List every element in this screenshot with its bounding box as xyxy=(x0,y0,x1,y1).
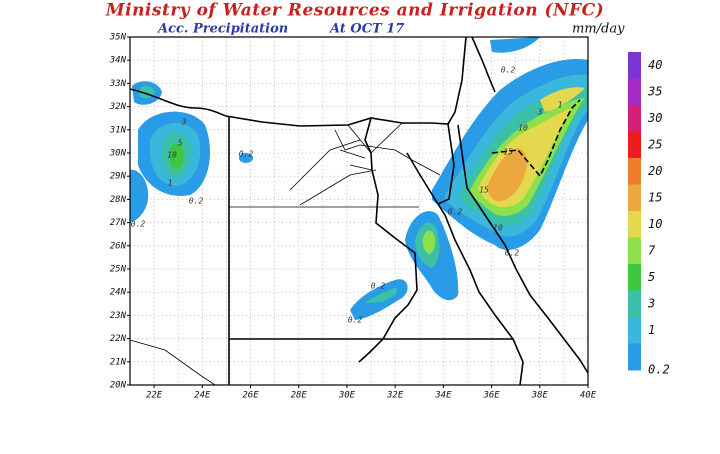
legend-swatch xyxy=(628,211,641,238)
legend-label: 7 xyxy=(648,243,656,257)
legend-swatch xyxy=(628,264,641,291)
legend-label: 3 xyxy=(647,296,655,310)
lon-label: 22E xyxy=(146,391,163,401)
lat-label: 30N xyxy=(109,149,127,159)
legend-label: 5 xyxy=(648,270,655,284)
legend-swatch xyxy=(628,237,641,265)
contour-label: 1 xyxy=(168,179,173,188)
contour-label: 0.2 xyxy=(505,249,520,258)
unit: mm/day xyxy=(572,22,625,37)
lon-label: 24E xyxy=(194,391,211,401)
lon-label: 40E xyxy=(580,391,597,401)
lat-label: 35N xyxy=(109,33,127,43)
contour-label: 0.2 xyxy=(189,197,204,206)
title: Ministry of Water Resources and Irrigati… xyxy=(105,1,604,21)
legend-label: 40 xyxy=(648,58,662,72)
map-frame xyxy=(129,36,589,386)
legend-swatch xyxy=(628,105,641,132)
date: At OCT 17 xyxy=(328,22,404,37)
legend-label: 10 xyxy=(648,217,662,231)
legend-label: 1 xyxy=(648,323,655,337)
lon-label: 32E xyxy=(386,391,404,401)
legend: 40 35 30 25 20 15 10 7 5 3 1 0.2 xyxy=(628,52,670,377)
lat-label: 24N xyxy=(110,288,127,298)
contour-label: 0.2 xyxy=(239,150,254,159)
contour-label: 10 xyxy=(493,224,503,233)
contour-label: 5 xyxy=(178,139,183,148)
legend-swatch xyxy=(628,52,641,79)
legend-label: 20 xyxy=(648,164,662,178)
lat-label: 32N xyxy=(109,102,127,112)
lon-label: 26E xyxy=(242,391,259,401)
contour-label: 0.2 xyxy=(348,316,363,325)
legend-label: 0.2 xyxy=(648,363,670,377)
contour-label: 0.2 xyxy=(371,282,386,291)
lat-label: 31N xyxy=(109,125,127,135)
lat-label: 33N xyxy=(109,79,127,89)
lat-label: 25N xyxy=(110,265,127,275)
contour-label: 15 xyxy=(503,148,513,157)
map: 35N 34N 33N 32N 31N 30N 29N 28N 27N 26N 25N 24N 23N 2… xyxy=(109,33,597,401)
lat-label: 28N xyxy=(110,195,127,205)
lat-label: 34N xyxy=(109,56,127,66)
legend-swatch xyxy=(628,78,641,106)
lat-label: 22N xyxy=(110,334,127,344)
lon-label: 36E xyxy=(482,391,500,401)
legend-swatch xyxy=(628,184,641,212)
legend-swatch xyxy=(628,290,641,318)
contour-label: 3 xyxy=(181,118,187,127)
contour-label: 1 xyxy=(558,101,563,110)
lon-label: 28E xyxy=(291,391,308,401)
legend-swatch xyxy=(628,317,641,344)
contour-label: 10 xyxy=(518,124,528,133)
legend-swatch xyxy=(628,158,641,185)
legend-label: 35 xyxy=(647,84,662,98)
contour-label: 0.2 xyxy=(131,220,146,229)
product: Acc. Precipitation xyxy=(156,22,288,37)
lat-label: 27N xyxy=(110,218,127,228)
lon-label: 38E xyxy=(531,391,549,401)
contour-label: 15 xyxy=(479,186,489,195)
lat-label: 26N xyxy=(110,241,127,251)
lon-label: 30E xyxy=(338,391,356,401)
borders xyxy=(129,36,589,386)
legend-label: 15 xyxy=(648,190,662,204)
legend-swatch xyxy=(628,343,641,371)
legend-label: 25 xyxy=(648,137,662,151)
axes: 35N 34N 33N 32N 31N 30N 29N 28N 27N 26N 25N 24N 23N 2… xyxy=(109,33,597,401)
lat-label: 21N xyxy=(110,357,127,367)
lat-label: 20N xyxy=(110,381,127,391)
contour-label: 10 xyxy=(167,151,177,160)
contour-label: 3 xyxy=(537,108,543,117)
lon-label: 34E xyxy=(434,391,452,401)
lat-label: 23N xyxy=(110,311,127,321)
legend-swatch xyxy=(628,131,641,159)
contour-label: 0.2 xyxy=(501,66,516,75)
lat-label: 29N xyxy=(110,172,127,182)
contour-label: 0.2 xyxy=(448,208,463,217)
legend-label: 30 xyxy=(647,111,662,125)
